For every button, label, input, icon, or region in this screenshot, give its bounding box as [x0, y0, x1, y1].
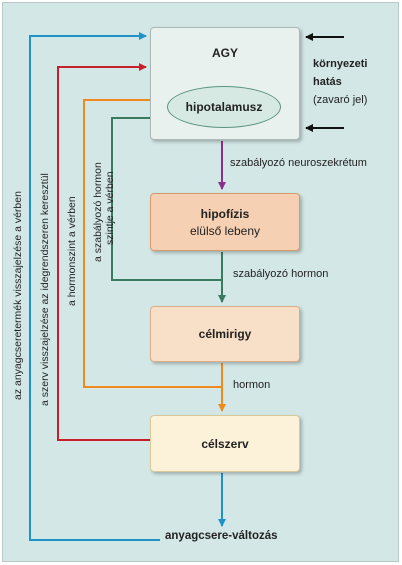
target-organ-label: célszerv [201, 436, 249, 451]
target-gland-box: célmirigy [150, 306, 300, 362]
metabolite-feedback-label: az anyagcseretermék visszajelzése a vérb… [12, 191, 24, 400]
regulator-feedback-line [111, 114, 222, 281]
neurosecretion-label: szabályozó neuroszekrétum [230, 157, 367, 169]
brain-label: AGY [211, 46, 238, 60]
hypothalamus-label: hipotalamusz [185, 100, 263, 114]
hypothalamus-ellipse: hipotalamusz [167, 86, 281, 128]
pituitary-title: hipofízis [200, 206, 250, 221]
regulator-feedback-label-line-2: szintje a vérben [104, 171, 116, 245]
pituitary-subtitle: elülső lebeny [189, 223, 261, 238]
hormone-label: hormon [233, 379, 271, 391]
metabolism-change-label: anyagcsere-változás [165, 530, 278, 542]
target-organ-box: célszerv [150, 415, 300, 472]
target-gland-label: célmirigy [198, 327, 252, 341]
environment-line-3: (zavaró jel) [313, 94, 368, 106]
environment-line-1: környezeti [313, 58, 368, 70]
metabolite-feedback-line [29, 32, 160, 541]
pituitary-box: hipofízis elülső lebeny [150, 193, 300, 251]
nerve-feedback-label: a szerv visszajelzése az idegrendszeren … [39, 173, 51, 406]
hormone-level-feedback-line [83, 96, 222, 388]
regulator-feedback-label-line-1: a szabályozó hormon [92, 162, 104, 262]
regulating-hormone-label: szabályozó hormon [233, 268, 329, 280]
hormone-level-feedback-label: a hormonszint a vérben [66, 196, 78, 306]
nerve-feedback-line [57, 63, 150, 441]
environment-line-2: hatás [313, 76, 342, 88]
